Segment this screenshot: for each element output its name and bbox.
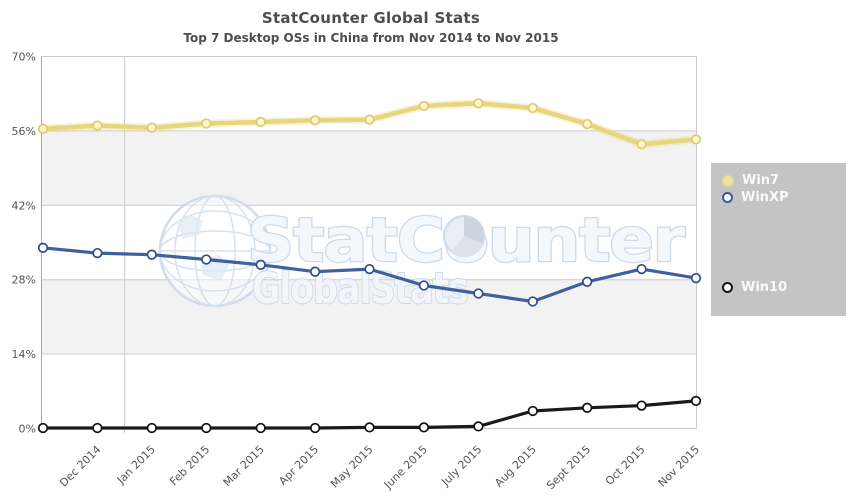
data-point-win10 — [146, 422, 157, 434]
watermark-pie-icon — [443, 215, 485, 257]
data-point-winxp — [37, 242, 49, 253]
data-point-win10 — [527, 405, 538, 417]
data-point-win10 — [37, 422, 49, 434]
data-point-winxp — [418, 280, 430, 291]
globe-icon — [158, 194, 272, 308]
win10-legend-marker-icon — [722, 282, 733, 293]
data-point-win7 — [582, 118, 593, 130]
y-tick-label: 70% — [12, 51, 36, 64]
data-point-winxp — [255, 259, 266, 270]
y-tick-label: 56% — [12, 125, 36, 138]
x-tick-label: Oct 2015 — [603, 443, 648, 488]
data-point-winxp — [146, 249, 157, 260]
legend-item-win10: Win10 — [722, 280, 787, 295]
x-tick-label: Nov 2015 — [656, 443, 703, 490]
data-point-win7 — [690, 134, 702, 145]
plot-band — [41, 279, 697, 355]
data-point-win10 — [690, 395, 702, 407]
data-point-win7 — [418, 100, 430, 112]
data-point-win10 — [309, 422, 321, 434]
win7-legend-marker-icon — [722, 174, 734, 187]
y-tick-label: 14% — [12, 348, 36, 361]
data-point-winxp — [309, 266, 321, 277]
data-point-win7 — [309, 115, 321, 126]
data-point-win7 — [364, 114, 375, 125]
data-point-win7 — [473, 98, 484, 109]
data-point-winxp — [690, 272, 702, 284]
legend-label-win7: Win7 — [742, 173, 780, 188]
legend-item-winxp: WinXP — [722, 190, 789, 205]
legend-label-winxp: WinXP — [741, 190, 789, 205]
data-point-win10 — [201, 422, 212, 434]
x-tick-label: May 2015 — [328, 443, 376, 491]
chart-title: StatCounter Global Stats — [261, 9, 481, 27]
x-tick-label: June 2015 — [381, 443, 430, 492]
x-tick-label: Aug 2015 — [492, 443, 539, 490]
data-point-win7 — [527, 102, 538, 114]
data-point-win7 — [92, 120, 103, 131]
data-point-winxp — [364, 263, 375, 275]
data-point-winxp — [473, 288, 484, 299]
plot-band — [41, 130, 697, 206]
x-tick-label: July 2015 — [438, 443, 484, 489]
x-tick-label: Apr 2015 — [276, 443, 321, 488]
data-point-winxp — [636, 263, 647, 275]
legend-item-win7: Win7 — [722, 173, 779, 188]
y-tick-label: 42% — [12, 199, 36, 212]
legend-label-win10: Win10 — [741, 280, 788, 295]
winxp-legend-marker-icon — [722, 192, 733, 203]
chart-legend: Win7 WinXP Win10 — [711, 163, 846, 316]
data-point-win7 — [37, 123, 49, 134]
data-point-winxp — [582, 276, 593, 287]
x-tick-label: Jan 2015 — [114, 443, 158, 487]
y-tick-label: 0% — [19, 423, 36, 436]
watermark-line2: GlobalStats — [252, 264, 468, 314]
chart-subtitle: Top 7 Desktop OSs in China from Nov 2014… — [183, 31, 559, 45]
data-point-win7 — [201, 118, 212, 129]
x-tick-label: Feb 2015 — [167, 443, 212, 488]
data-point-win7 — [146, 122, 157, 133]
data-point-winxp — [201, 254, 212, 265]
x-tick-label: Dec 2014 — [57, 443, 104, 490]
y-tick-label: 28% — [12, 274, 36, 287]
data-point-winxp — [92, 247, 103, 259]
data-point-win10 — [92, 422, 103, 434]
data-point-win10 — [418, 422, 430, 433]
data-point-win10 — [582, 402, 593, 413]
data-point-win10 — [473, 421, 484, 432]
x-tick-label: Sept 2015 — [544, 443, 593, 492]
data-point-winxp — [527, 296, 538, 307]
data-point-win7 — [255, 116, 266, 128]
x-tick-label: Mar 2015 — [221, 443, 267, 489]
data-point-win10 — [255, 422, 266, 434]
data-point-win10 — [636, 400, 647, 411]
data-point-win10 — [364, 422, 375, 433]
data-point-win7 — [636, 139, 647, 150]
